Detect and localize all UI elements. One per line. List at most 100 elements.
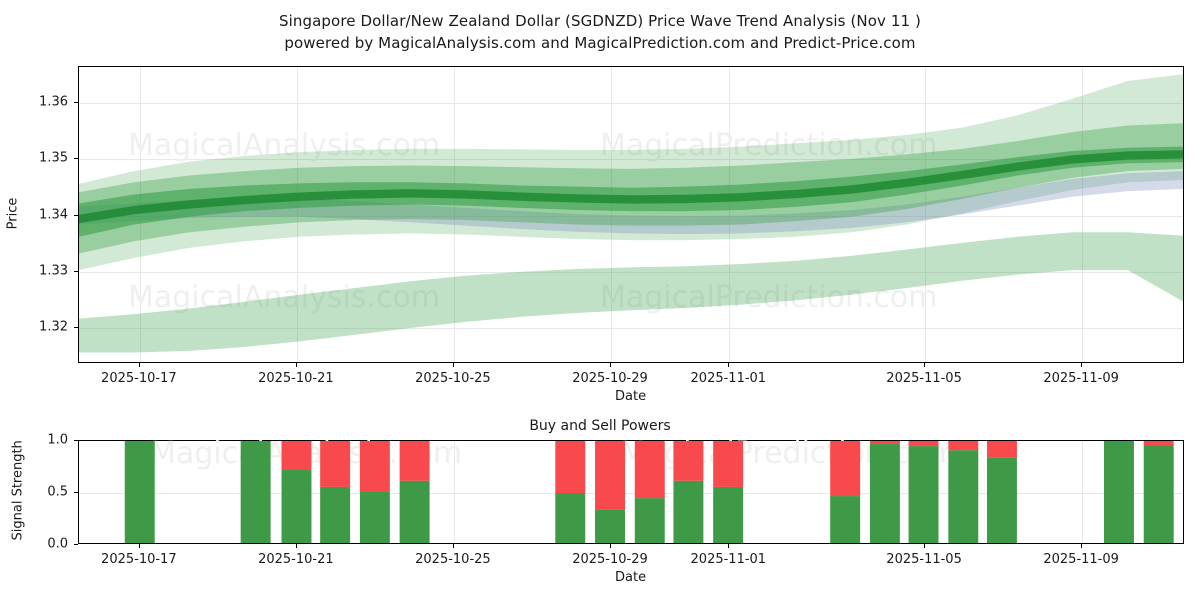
price-chart-plot-area [78,66,1184,363]
signal-x-tick-mark [138,544,140,548]
buy-power-bar [359,492,390,543]
signal-y-tick-mark [74,440,78,441]
figure-title-line-1: Singapore Dollar/New Zealand Dollar (SGD… [279,12,921,30]
buy-power-bar [1143,445,1174,543]
core-band-area [79,146,1183,237]
sell-power-bar [986,441,1017,458]
signal-x-tick-label: 2025-10-29 [572,552,648,567]
signal-chart-x-axis-label: Date [615,570,647,585]
price-y-tick-mark [74,326,78,328]
buy-power-bar [124,441,155,543]
price-x-tick-label: 2025-11-01 [690,371,767,386]
price-x-tick-label: 2025-11-09 [1043,371,1119,386]
signal-x-tick-label: 2025-11-01 [690,552,767,567]
sell-power-bar [320,441,351,487]
buy-power-bar [281,469,312,543]
signal-x-tick-label: 2025-10-25 [415,552,491,567]
buy-power-bar [908,446,939,543]
price-x-tick-label: 2025-10-21 [258,371,334,386]
sell-power-bar [595,441,626,510]
buy-power-bar [555,493,586,543]
signal-x-tick-mark [924,544,926,548]
signal-x-tick-label: 2025-11-05 [886,552,962,567]
gridline-vertical [296,67,298,362]
buy-power-bar [830,496,861,543]
gridline-vertical [453,67,455,362]
price-y-tick-label: 1.34 [39,207,68,222]
gridline-horizontal [79,103,1183,105]
price-x-tick-label: 2025-10-29 [572,371,648,386]
buy-power-bar [320,486,351,543]
price-x-tick-mark [295,363,297,367]
sell-power-bar [281,441,312,470]
price-x-tick-label: 2025-10-25 [415,371,491,386]
gridline-horizontal [79,327,1183,329]
signal-x-tick-mark [452,544,454,548]
gridline-vertical [925,67,927,362]
gridline-horizontal [79,159,1183,161]
signal-y-tick-label: 1.0 [47,432,68,448]
buy-sell-power-bars [124,441,1174,543]
buy-power-bar [986,457,1017,543]
signal-x-tick-mark [1081,544,1083,548]
signal-x-tick-mark [609,544,611,548]
price-y-tick-label: 1.32 [39,319,68,335]
price-y-tick-label: 1.35 [39,150,68,166]
signal-chart-title: Buy and Sell Powers [529,418,671,434]
sell-power-bar [908,441,939,447]
outer-band-area [79,74,1183,271]
buy-power-bar [399,480,430,543]
figure-title: Singapore Dollar/New Zealand Dollar (SGD… [0,10,1200,54]
signal-y-tick-mark [74,492,78,493]
gridline-horizontal [79,493,1183,494]
price-x-tick-mark [924,363,926,367]
sell-power-bar [713,441,744,487]
buy-power-bar [673,480,704,543]
signal-y-tick-mark [74,544,78,545]
gridline-horizontal [79,215,1183,217]
buy-power-bar [869,444,900,543]
sell-power-bar [555,441,586,494]
signal-y-tick-label: 0.5 [47,484,68,500]
support-band-area [79,232,1183,353]
buy-power-bar [634,498,665,543]
price-x-tick-mark [138,363,140,367]
price-wave-bands [79,74,1183,353]
sell-power-bar [1143,441,1174,446]
signal-x-tick-mark [295,544,297,548]
signal-chart-plot-area [78,440,1184,544]
price-y-tick-mark [74,214,78,216]
gridline-vertical [1082,441,1084,543]
sell-power-bar [830,441,861,497]
secondary-wave-area [79,171,1183,234]
buy-power-bar [713,486,744,543]
price-x-tick-mark [609,363,611,367]
price-y-tick-mark [74,158,78,160]
price-chart-x-axis-label: Date [615,389,647,404]
signal-chart-y-axis-label: Signal Strength [10,440,26,541]
signal-y-tick-label: 0.0 [47,536,68,552]
sell-power-bar [359,441,390,492]
price-x-tick-mark [452,363,454,367]
sell-power-bar [948,441,979,451]
price-y-tick-label: 1.36 [39,94,68,110]
signal-x-tick-label: 2025-11-09 [1043,552,1119,567]
price-x-tick-label: 2025-10-17 [101,371,177,386]
gridline-vertical [453,441,455,543]
gridline-vertical [610,67,612,362]
price-y-tick-mark [74,102,78,104]
price-x-tick-label: 2025-11-05 [886,371,962,386]
buy-power-bar [1103,441,1134,543]
sell-power-bar [869,441,900,445]
figure-title-line-2: powered by MagicalAnalysis.com and Magic… [284,34,916,52]
signal-x-tick-label: 2025-10-21 [258,552,334,567]
price-x-tick-mark [728,363,730,367]
sell-power-bar [634,441,665,499]
price-y-tick-mark [74,270,78,272]
price-chart-y-axis-label: Price [5,197,21,229]
buy-power-bar [595,509,626,543]
signal-x-tick-mark [728,544,730,548]
gridline-horizontal [79,271,1183,273]
trend-line-ribbon [79,150,1183,224]
